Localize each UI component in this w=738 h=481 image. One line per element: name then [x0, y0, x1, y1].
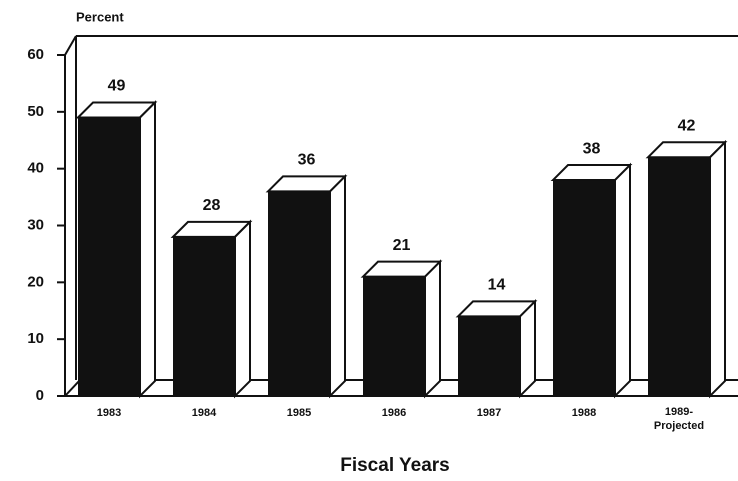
y-axis-label: Percent — [76, 9, 124, 24]
bar-side — [329, 173, 346, 399]
bar — [173, 236, 235, 396]
value-label: 36 — [298, 152, 316, 169]
value-label: 38 — [583, 140, 601, 157]
bar — [648, 157, 710, 396]
bar-side — [614, 162, 631, 399]
value-label: 21 — [393, 237, 411, 254]
bar-side — [139, 100, 156, 399]
y-tick-label: 40 — [27, 160, 44, 177]
x-tick-label: 1986 — [382, 407, 406, 419]
x-tick-label: 1984 — [192, 407, 217, 419]
bar-side — [709, 139, 726, 399]
value-label: 28 — [203, 197, 221, 214]
bar — [363, 276, 425, 396]
bar — [268, 191, 330, 396]
bar — [458, 316, 520, 396]
value-label: 49 — [108, 78, 126, 95]
value-label: 14 — [488, 277, 506, 294]
y-tick-label: 20 — [27, 273, 44, 290]
bar — [78, 117, 140, 397]
y-tick-label: 30 — [27, 216, 44, 233]
y-tick-label: 10 — [27, 330, 44, 347]
x-tick-label: 1988 — [572, 407, 596, 419]
x-tick-label: 1983 — [97, 407, 121, 419]
y-tick-label: 60 — [27, 46, 44, 63]
x-tick-label-line: 1989- — [665, 406, 693, 418]
bar-side — [234, 219, 251, 399]
x-axis-label: Fiscal Years — [340, 455, 450, 476]
bar — [553, 180, 615, 396]
x-tick-label-line: Projected — [654, 420, 704, 432]
bar-side — [424, 259, 441, 399]
value-label: 42 — [678, 118, 696, 135]
y-tick-label: 0 — [36, 387, 44, 404]
bar-side — [519, 299, 536, 399]
y-tick-label: 50 — [27, 103, 44, 120]
x-tick-label: 1985 — [287, 407, 311, 419]
x-tick-label: 1989- Projected — [654, 406, 704, 432]
x-tick-label: 1987 — [477, 407, 501, 419]
